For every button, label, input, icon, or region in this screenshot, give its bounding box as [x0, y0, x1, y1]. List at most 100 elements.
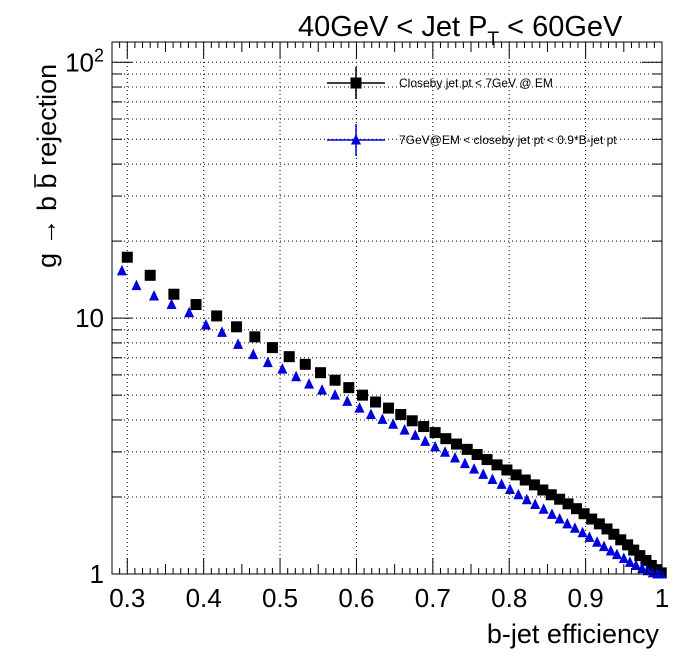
legend-marker — [350, 77, 362, 89]
data-point — [211, 310, 223, 322]
x-tick-label: 0.6 — [338, 583, 374, 613]
data-point — [537, 484, 549, 496]
data-point — [329, 374, 341, 386]
data-point — [622, 539, 634, 551]
data-point — [569, 522, 580, 533]
data-point — [149, 290, 160, 301]
data-point — [593, 518, 605, 530]
data-point — [491, 459, 503, 471]
data-point — [317, 384, 328, 395]
data-point — [248, 348, 259, 360]
y-axis-title-bbar: b — [32, 173, 62, 188]
data-point — [634, 550, 646, 562]
data-point — [304, 378, 315, 389]
data-point — [449, 452, 460, 463]
y-axis-title-post: rejection — [32, 64, 62, 174]
y-axis-title-pre: g → b — [32, 188, 62, 268]
data-point — [395, 409, 407, 421]
data-point — [461, 443, 473, 455]
data-point — [440, 433, 452, 445]
x-tick-label: 0.5 — [262, 583, 298, 613]
x-tick-label: 0.4 — [186, 583, 222, 613]
data-point — [586, 513, 598, 525]
x-tick-label: 1 — [655, 583, 669, 613]
data-point — [249, 331, 261, 343]
y-tick-label: 102 — [65, 45, 104, 77]
data-point — [383, 402, 395, 414]
data-point — [168, 288, 180, 300]
data-point — [262, 356, 273, 368]
data-point — [430, 440, 441, 452]
data-point — [624, 556, 635, 567]
data-point — [315, 367, 327, 379]
data-point — [291, 370, 302, 382]
y-tick-label-exponent: 2 — [94, 45, 104, 65]
data-point — [399, 424, 410, 435]
data-point — [631, 559, 642, 570]
data-point — [611, 548, 622, 560]
data-point — [577, 526, 588, 538]
chart-title: 40GeV < Jet PT < 60GeV — [298, 11, 623, 50]
x-tick-label: 0.3 — [109, 583, 145, 613]
data-point — [283, 351, 295, 363]
data-point — [637, 562, 648, 574]
data-point — [496, 478, 507, 489]
data-point — [501, 464, 513, 476]
data-point — [184, 306, 195, 318]
data-point — [266, 342, 278, 354]
data-point — [388, 418, 399, 429]
data-point — [521, 493, 532, 505]
chart-title-main: 40GeV < Jet P — [298, 11, 487, 43]
data-point — [190, 299, 202, 311]
data-point — [554, 513, 565, 524]
data-point — [144, 269, 156, 281]
y-tick-label: 1 — [90, 559, 104, 589]
data-point — [116, 264, 127, 276]
series-2 — [116, 264, 667, 579]
x-tick-label: 0.7 — [415, 583, 451, 613]
y-axis-title-group: g → b b rejection — [32, 64, 62, 268]
data-point — [233, 338, 244, 349]
data-point — [554, 493, 566, 505]
chart-title-subscript: T — [487, 29, 499, 50]
chart-title-tail: < 60GeV — [499, 11, 623, 43]
data-point — [166, 298, 177, 310]
data-point — [642, 564, 653, 576]
data-point — [510, 469, 522, 481]
data-point — [471, 449, 483, 461]
data-point — [342, 395, 353, 406]
data-point — [357, 389, 369, 401]
data-point — [504, 483, 515, 494]
data-point — [131, 279, 142, 291]
legend-label: Closeby jet pt < 7GeV @ EM — [399, 76, 553, 90]
data-point — [365, 408, 376, 420]
data-point — [578, 508, 590, 520]
data-point — [330, 389, 341, 400]
data-point — [545, 489, 557, 501]
data-point — [570, 503, 582, 515]
data-point — [656, 568, 667, 579]
data-point — [598, 540, 609, 552]
data-point — [354, 402, 365, 413]
data-point — [601, 523, 613, 535]
data-point — [519, 474, 531, 486]
data-point — [343, 382, 355, 394]
data-point — [121, 251, 133, 263]
data-point — [628, 544, 640, 556]
data-point — [370, 396, 382, 408]
data-point — [547, 508, 557, 519]
data-point — [528, 479, 540, 491]
data-point — [406, 415, 418, 427]
data-point — [487, 473, 498, 485]
data-point — [478, 468, 489, 479]
data-point — [299, 358, 311, 370]
data-point — [592, 536, 603, 547]
data-point — [459, 457, 470, 469]
data-point — [429, 427, 441, 439]
data-point — [231, 321, 243, 333]
data-point — [538, 503, 549, 514]
data-point — [420, 435, 431, 446]
